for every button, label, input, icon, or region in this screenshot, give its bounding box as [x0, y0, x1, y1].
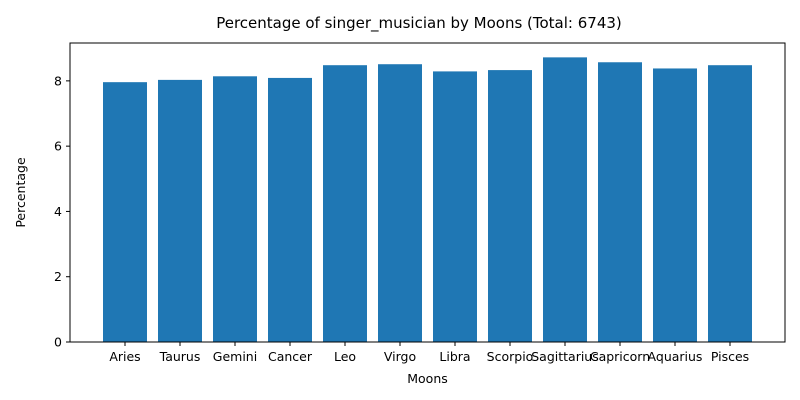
- chart-title: Percentage of singer_musician by Moons (…: [216, 14, 622, 33]
- x-tick-label: Leo: [334, 349, 356, 364]
- y-tick-label: 0: [54, 335, 62, 350]
- x-tick-label: Aquarius: [648, 349, 703, 364]
- x-tick-label: Cancer: [268, 349, 313, 364]
- x-tick-label: Gemini: [213, 349, 257, 364]
- y-axis-label: Percentage: [13, 157, 28, 228]
- x-tick-label: Pisces: [711, 349, 749, 364]
- y-tick-label: 2: [54, 269, 62, 284]
- bar-cancer: [268, 77, 312, 343]
- bar-pisces: [708, 65, 752, 342]
- x-axis-label: Moons: [407, 371, 448, 386]
- bar-aquarius: [653, 68, 697, 343]
- y-tick-label: 4: [54, 204, 62, 219]
- y-tick-label: 8: [54, 73, 62, 88]
- x-tick-label: Scorpio: [487, 349, 534, 364]
- x-tick-label: Capricorn: [590, 349, 650, 364]
- plot-frame: [69, 42, 786, 343]
- bar-libra: [433, 71, 477, 342]
- bar-capricorn: [598, 62, 642, 343]
- x-tick-label: Aries: [109, 349, 140, 364]
- y-tick-label: 6: [54, 139, 62, 154]
- bar-virgo: [378, 64, 422, 342]
- x-axis-ticks: Aries Taurus Gemini Cancer Leo Virgo Libra Scor…: [109, 342, 749, 364]
- y-axis-ticks: 0 2 4 6 8: [54, 73, 70, 350]
- x-tick-label: Taurus: [159, 349, 201, 364]
- bars-group: [103, 57, 752, 343]
- bar-aries: [103, 82, 147, 343]
- x-tick-label: Virgo: [384, 349, 416, 364]
- x-tick-label: Libra: [439, 349, 470, 364]
- bar-taurus: [158, 79, 202, 342]
- x-tick-label: Sagittarius: [531, 349, 599, 364]
- bar-gemini: [213, 76, 257, 342]
- bar-scorpio: [488, 70, 532, 342]
- bar-sagittarius: [543, 57, 587, 342]
- bar-leo: [323, 65, 367, 342]
